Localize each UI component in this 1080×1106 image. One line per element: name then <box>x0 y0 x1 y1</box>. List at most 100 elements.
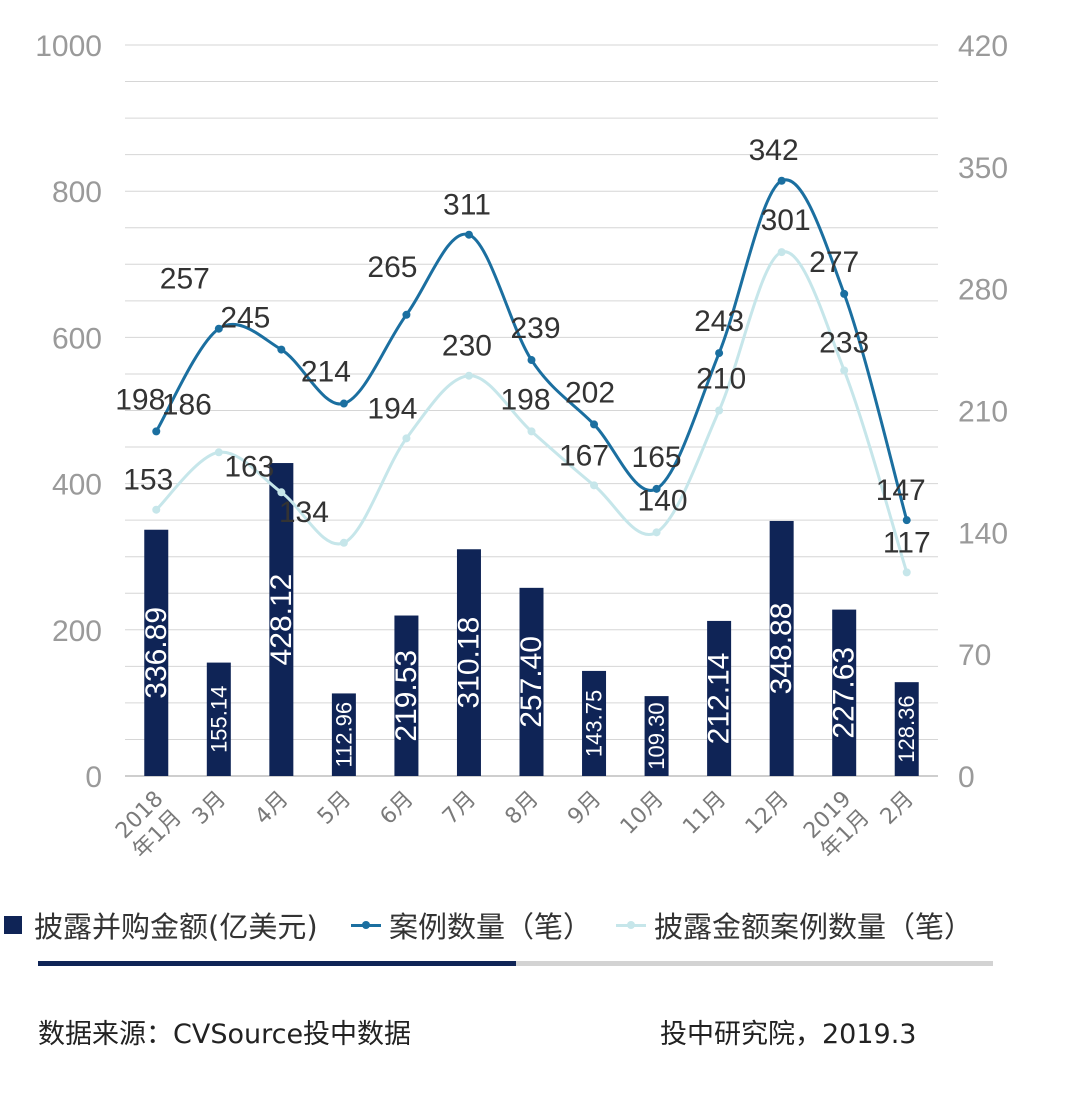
bar-value-label: 257.40 <box>515 636 548 728</box>
disclosed-count-label: 233 <box>819 326 869 359</box>
left-axis-tick: 600 <box>52 322 102 355</box>
case-count-label: 245 <box>220 302 270 335</box>
series-point <box>214 324 223 333</box>
case-count-label: 265 <box>367 251 417 284</box>
bar-value-label: 112.96 <box>331 702 356 768</box>
disclosed-count-label: 301 <box>761 204 811 237</box>
category-label: 4月 <box>250 787 293 830</box>
chart: 0 200 400 600 800 1000 0 70 140 210 280 350 420 336… <box>35 30 1008 864</box>
category-label-part: 6月 <box>376 787 419 830</box>
legend-line-cases <box>351 920 381 929</box>
bar-value-label: 143.75 <box>582 690 607 757</box>
category-label-part: 3月 <box>188 787 231 830</box>
x-axis-labels: 2018年1月 3月 4月 5月 6月 7月 8月 9月 10月 11月 12月 2019年1月 2月 <box>110 787 919 864</box>
series-point <box>902 568 911 577</box>
bar <box>144 529 169 776</box>
series-point <box>527 427 536 436</box>
series-point <box>902 516 911 525</box>
series-line <box>155 250 909 573</box>
category-label-part: 11月 <box>678 787 731 840</box>
legend-swatch-bar <box>4 916 22 934</box>
right-axis-tick: 0 <box>958 761 975 794</box>
bar <box>582 670 607 776</box>
category-label: 2019年1月 <box>798 787 875 864</box>
series-point <box>652 484 661 493</box>
bar <box>644 696 669 776</box>
bar <box>769 520 794 776</box>
series-point <box>527 356 536 365</box>
case-count-label: 342 <box>749 134 799 167</box>
disclosed-count-label: 194 <box>367 392 417 425</box>
series-point <box>715 406 724 415</box>
bar-value-label: 310.18 <box>452 617 485 709</box>
category-label: 7月 <box>438 787 481 830</box>
right-axis: 0 70 140 210 280 350 420 <box>958 30 1008 794</box>
case-count-label: 239 <box>510 312 560 345</box>
category-label: 6月 <box>376 787 419 830</box>
right-axis-tick: 420 <box>958 30 1008 63</box>
category-label: 9月 <box>563 787 606 830</box>
category-label: 2018年1月 <box>110 787 187 864</box>
series-line <box>154 178 909 521</box>
series-point <box>277 488 286 497</box>
right-axis-tick: 140 <box>958 517 1008 550</box>
right-axis-tick: 210 <box>958 396 1008 429</box>
category-label-part: 10月 <box>616 787 669 840</box>
bar <box>331 693 356 776</box>
left-axis: 0 200 400 600 800 1000 <box>35 30 102 794</box>
legend-label-disclosed: 披露金额案例数量（笔） <box>654 910 974 944</box>
series-point <box>339 399 348 408</box>
legend-item-amount: 披露并购金额(亿美元) <box>4 904 318 946</box>
category-label: 5月 <box>313 787 356 830</box>
series-point <box>152 505 161 514</box>
series-point <box>652 528 661 537</box>
bar-value-label: 212.14 <box>703 653 736 745</box>
bar <box>707 620 732 776</box>
bar-series: 336.89 155.14 428.12 112.96 219.53 310.18 257.… <box>140 463 919 776</box>
legend-item-disclosed: 披露金额案例数量（笔） <box>616 904 973 946</box>
case-count-label: 214 <box>301 356 351 389</box>
series-point <box>464 230 473 239</box>
bar-value-label: 348.88 <box>765 603 798 695</box>
divider-light <box>516 961 993 966</box>
series-point <box>590 481 599 490</box>
case-count-label: 165 <box>632 441 682 474</box>
category-label-part: 2月 <box>876 787 919 830</box>
bar <box>519 587 544 776</box>
series-point <box>777 176 786 185</box>
category-label: 12月 <box>741 787 794 840</box>
category-label: 10月 <box>616 787 669 840</box>
case-count-label: 243 <box>694 305 744 338</box>
series-point <box>402 434 411 443</box>
disclosed-count-label: 167 <box>559 439 609 472</box>
series-point <box>152 427 161 436</box>
disclosed-count-label: 140 <box>638 484 688 517</box>
category-label: 11月 <box>678 787 731 840</box>
series-point <box>715 349 724 358</box>
series-point <box>590 420 599 429</box>
left-axis-tick: 800 <box>52 176 102 209</box>
category-label-part: 8月 <box>501 787 544 830</box>
series-point <box>840 366 849 375</box>
disclosed-count-label: 117 <box>883 526 931 559</box>
disclosed-count-label: 230 <box>442 330 492 363</box>
bar-value-label: 128.36 <box>894 695 919 762</box>
left-axis-tick: 200 <box>52 615 102 648</box>
bar-value-label: 219.53 <box>390 650 423 742</box>
series-point <box>339 538 348 547</box>
category-label-part: 12月 <box>741 787 794 840</box>
category-label: 3月 <box>188 787 231 830</box>
gridlines <box>125 44 938 777</box>
category-label-part: 7月 <box>438 787 481 830</box>
bar-value-label: 109.30 <box>644 702 669 769</box>
bar <box>206 662 231 776</box>
disclosed-count-label: 153 <box>123 464 173 497</box>
disclosed-count-label: 198 <box>500 383 550 416</box>
series-point <box>277 345 286 354</box>
bar-value-label: 155.14 <box>206 686 231 753</box>
series-point <box>840 289 849 298</box>
series-point <box>214 448 223 457</box>
category-label-part: 4月 <box>250 787 293 830</box>
series-point <box>402 310 411 319</box>
